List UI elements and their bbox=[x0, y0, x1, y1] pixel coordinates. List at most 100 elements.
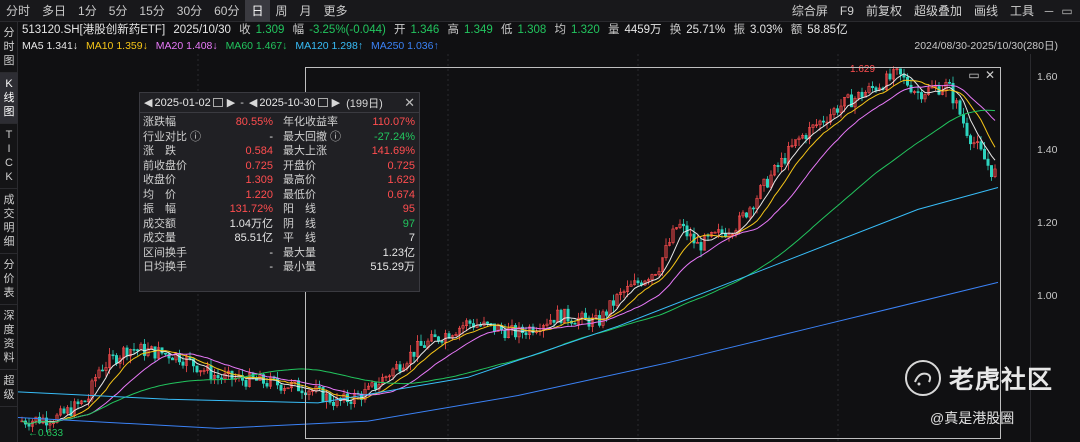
stat-value: 85.51亿 bbox=[234, 232, 273, 244]
ma250-label: MA250 1.036↑ bbox=[371, 40, 439, 52]
candle-body bbox=[104, 367, 108, 371]
prev-end-icon[interactable]: ◀ bbox=[248, 97, 258, 109]
close-icon[interactable]: ✕ bbox=[404, 94, 415, 110]
candle-body bbox=[282, 388, 286, 391]
stats-row: 日均换手 - 最小量 515.29万 bbox=[140, 260, 419, 275]
calendar-icon[interactable] bbox=[212, 98, 223, 107]
candle-body bbox=[688, 233, 692, 237]
window-icon[interactable]: ▭ bbox=[968, 68, 980, 82]
stats-row: 成交量 85.51亿平 线 7 bbox=[140, 231, 419, 246]
candle-body bbox=[716, 229, 720, 233]
tool-button[interactable]: 超级叠加 bbox=[913, 4, 962, 18]
period-toolbar: 分时 多日 1分 5分 15分 30分 60分日周月更多 综合屏 F9 前复权 超级叠加 画线 工具 … bbox=[0, 0, 1080, 22]
tool-button[interactable]: 综合屏 bbox=[791, 4, 828, 18]
tool-button[interactable]: 画线 bbox=[973, 4, 998, 18]
sidebar-item[interactable]: 超级 bbox=[0, 370, 18, 407]
amount-label: 额 bbox=[790, 24, 803, 36]
stat-value: 0.725 bbox=[245, 159, 273, 172]
period-tab[interactable]: 1分 bbox=[78, 3, 97, 18]
candle-body bbox=[457, 327, 461, 335]
candle-body bbox=[468, 320, 472, 324]
stat-value: 1.04万亿 bbox=[229, 217, 273, 230]
candle-body bbox=[157, 347, 161, 359]
period-tab[interactable]: 60分 bbox=[214, 3, 240, 18]
kline-chart[interactable]: 1.629 ←0.633 bbox=[18, 54, 1030, 442]
period-tab[interactable]: 周 bbox=[275, 3, 288, 18]
quote-line: 513120.SH[港股创新药ETF] 2025/10/30 收 1.309 幅-… bbox=[22, 22, 853, 39]
candle-body bbox=[891, 69, 895, 80]
minimize-icon[interactable]: ─ bbox=[1044, 4, 1054, 18]
open-value: 1.346 bbox=[410, 24, 440, 36]
period-tab[interactable]: 分时 bbox=[6, 3, 31, 18]
period-tab[interactable]: 30分 bbox=[176, 3, 203, 18]
stats-row: 均 价 1.220 最低价 0.674 bbox=[140, 188, 419, 203]
candle-body bbox=[429, 334, 433, 342]
candle-body bbox=[471, 323, 475, 328]
candle-body bbox=[153, 346, 157, 359]
candle-body bbox=[223, 373, 227, 380]
calendar-icon[interactable] bbox=[317, 98, 328, 107]
candle-body bbox=[349, 401, 353, 404]
next-start-icon[interactable]: ▶ bbox=[226, 97, 236, 109]
stat-label: 年化收益率 bbox=[283, 116, 338, 128]
period-tab[interactable]: 日 bbox=[245, 0, 270, 22]
sidebar-item[interactable]: 成交明细 bbox=[0, 189, 18, 254]
candle-body bbox=[573, 322, 577, 325]
candle-body bbox=[618, 291, 622, 295]
period-tab[interactable]: 15分 bbox=[139, 3, 165, 18]
stat-label: 区间换手 bbox=[143, 246, 187, 259]
candle-body bbox=[793, 139, 797, 146]
close-icon[interactable]: ✕ bbox=[984, 68, 996, 82]
candle-body bbox=[230, 370, 234, 380]
moving-average-line bbox=[21, 84, 996, 425]
candle-body bbox=[804, 135, 808, 140]
period-tab[interactable]: 5分 bbox=[108, 3, 128, 18]
candle-body bbox=[755, 198, 759, 209]
candle-body bbox=[279, 384, 283, 391]
candle-body bbox=[954, 100, 958, 104]
restore-icon[interactable]: ▭ bbox=[1061, 4, 1073, 18]
candle-body bbox=[597, 315, 601, 326]
start-date[interactable]: 2025-01-02 bbox=[154, 96, 211, 109]
stat-label: 前收盘价 bbox=[143, 159, 187, 172]
tool-button[interactable]: 前复权 bbox=[865, 4, 902, 18]
candle-body bbox=[811, 124, 815, 128]
period-tab[interactable]: 多日 bbox=[42, 3, 67, 18]
period-tab[interactable]: 月 bbox=[299, 3, 312, 18]
stat-value: 80.55% bbox=[235, 116, 273, 128]
sidebar-item[interactable]: 分时图 bbox=[0, 22, 18, 73]
candle-body bbox=[384, 376, 388, 378]
sidebar-item[interactable]: 深度资料 bbox=[0, 305, 18, 370]
candle-body bbox=[27, 423, 31, 427]
high-label: 高 bbox=[447, 24, 460, 36]
end-date[interactable]: 2025-10-30 bbox=[259, 96, 316, 109]
stat-label: 最大上涨 bbox=[283, 145, 327, 157]
tool-button[interactable]: 工具 bbox=[1009, 4, 1034, 18]
tiger-logo-icon bbox=[905, 360, 941, 396]
volume-label: 量 bbox=[607, 24, 620, 36]
sidebar-item[interactable]: 分价表 bbox=[0, 254, 18, 305]
candle-body bbox=[660, 257, 664, 272]
prev-start-icon[interactable]: ◀ bbox=[144, 97, 153, 109]
stat-value: - bbox=[269, 261, 273, 273]
candle-body bbox=[132, 349, 136, 351]
candle-body bbox=[41, 417, 45, 424]
tool-button[interactable]: F9 bbox=[839, 4, 854, 18]
candle-body bbox=[972, 142, 976, 145]
next-end-icon[interactable]: ▶ bbox=[331, 97, 341, 109]
candle-body bbox=[947, 82, 951, 84]
candle-body bbox=[545, 323, 549, 326]
candle-body bbox=[583, 312, 587, 319]
candle-body bbox=[657, 271, 661, 275]
period-tab[interactable]: 更多 bbox=[323, 3, 348, 18]
candle-body bbox=[814, 124, 818, 127]
candle-body bbox=[576, 317, 580, 325]
candle-body bbox=[762, 178, 766, 186]
candle-body bbox=[772, 165, 776, 176]
candle-body bbox=[108, 354, 112, 368]
candle-body bbox=[818, 120, 822, 126]
stat-label: 涨跌幅 bbox=[143, 116, 176, 128]
